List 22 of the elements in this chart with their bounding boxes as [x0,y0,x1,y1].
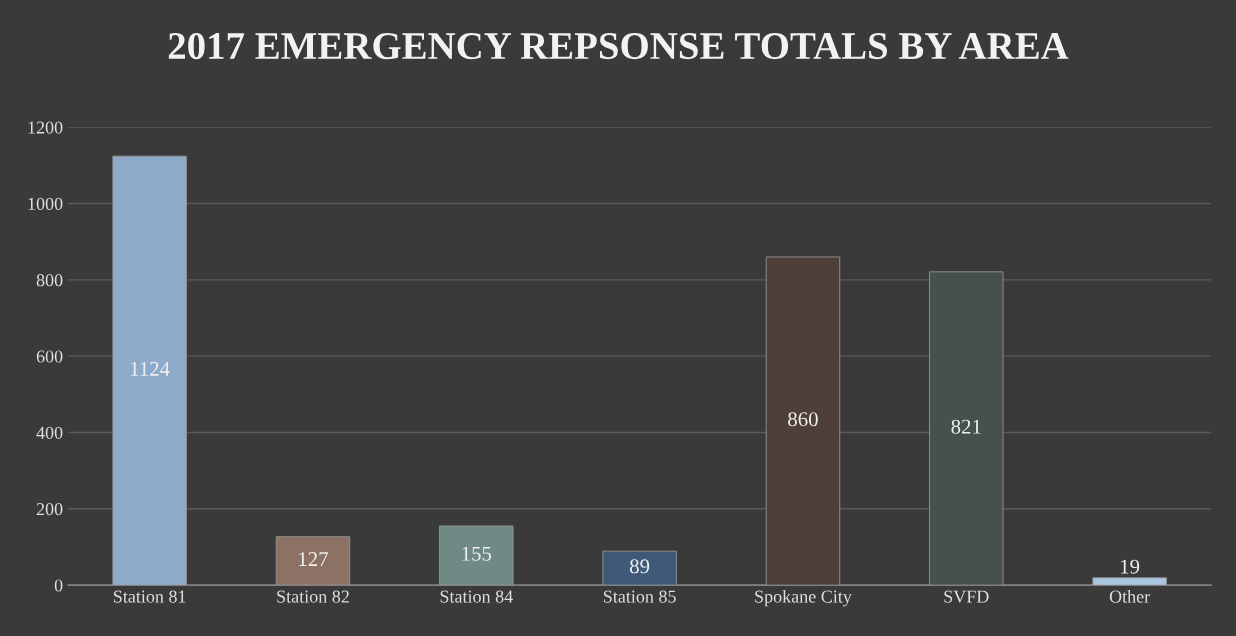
y-tick-label: 1000 [28,197,63,210]
data-label: 89 [630,559,650,574]
x-tick-label: Station 85 [603,590,676,603]
data-label: 19 [1121,559,1140,574]
data-label: 127 [299,552,328,566]
data-label: 860 [788,412,818,427]
y-tick-label: 200 [36,503,63,516]
y-tick-label: 1200 [28,121,63,134]
y-tick-label: 800 [36,274,63,287]
x-tick-label: Station 82 [277,590,349,603]
y-tick-label: 0 [54,579,63,592]
y-tick-label: 400 [36,426,63,439]
chart-title: 2017 EMERGENCY REPSONSE TOTALS BY AREA [168,32,1069,60]
x-tick-label: Other [1109,589,1151,603]
data-label: 821 [951,419,981,434]
x-tick-label: Station 84 [440,590,513,603]
y-tick-label: 600 [36,350,63,363]
data-label: 1124 [131,361,170,376]
x-tick-label: Spokane City [755,589,852,607]
x-tick-label: SVFD [944,590,989,603]
data-label: 155 [462,546,492,561]
x-tick-label: Station 81 [113,590,186,603]
